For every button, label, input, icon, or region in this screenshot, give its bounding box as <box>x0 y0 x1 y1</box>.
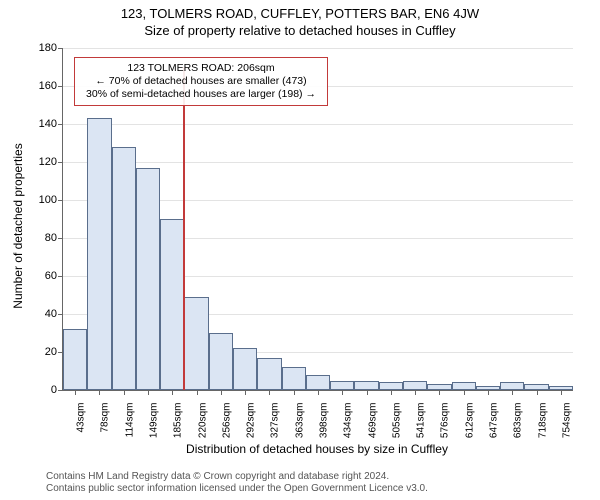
x-tick-label: 612sqm <box>462 403 475 439</box>
y-tick-label: 140 <box>39 118 63 130</box>
histogram-bar <box>379 382 403 390</box>
x-tick-label: 327sqm <box>268 403 281 439</box>
reference-line <box>183 67 185 390</box>
y-tick-label: 180 <box>39 42 63 54</box>
x-axis-label: Distribution of detached houses by size … <box>186 442 448 456</box>
x-tick-label: 185sqm <box>171 403 184 439</box>
histogram-bar <box>330 381 354 391</box>
grid-line <box>63 48 573 49</box>
histogram-bar <box>87 118 111 390</box>
histogram-bar <box>403 381 427 391</box>
x-tick-label: 469sqm <box>365 403 378 439</box>
x-tick-label: 718sqm <box>535 403 548 439</box>
x-tick-label: 149sqm <box>147 403 160 439</box>
y-tick-label: 20 <box>45 346 63 358</box>
annotation-line-3: 30% of semi-detached houses are larger (… <box>81 88 321 101</box>
footer-line-1: Contains HM Land Registry data © Crown c… <box>46 471 389 482</box>
y-axis-label: Number of detached properties <box>11 143 25 308</box>
histogram-bar <box>160 219 184 390</box>
chart-title-sub: Size of property relative to detached ho… <box>0 21 600 38</box>
x-tick-label: 647sqm <box>487 403 500 439</box>
y-tick-label: 120 <box>39 156 63 168</box>
x-tick-label: 398sqm <box>317 403 330 439</box>
x-tick-label: 576sqm <box>438 403 451 439</box>
histogram-bar <box>354 381 378 391</box>
histogram-bar <box>63 329 87 390</box>
histogram-bar <box>112 147 136 390</box>
x-tick-label: 541sqm <box>414 403 427 439</box>
histogram-bar <box>184 297 208 390</box>
footer-line-2: Contains public sector information licen… <box>46 483 428 494</box>
x-tick-label: 434sqm <box>341 403 354 439</box>
y-tick-label: 100 <box>39 194 63 206</box>
property-size-chart: 123, TOLMERS ROAD, CUFFLEY, POTTERS BAR,… <box>0 0 600 500</box>
x-tick-label: 505sqm <box>389 403 402 439</box>
grid-line <box>63 124 573 125</box>
grid-line <box>63 162 573 163</box>
chart-title-main: 123, TOLMERS ROAD, CUFFLEY, POTTERS BAR,… <box>0 0 600 21</box>
histogram-bar <box>306 375 330 390</box>
y-tick-label: 0 <box>51 384 63 396</box>
y-tick-label: 40 <box>45 308 63 320</box>
histogram-bar <box>233 348 257 390</box>
histogram-bar <box>282 367 306 390</box>
x-tick-label: 114sqm <box>122 403 135 438</box>
annotation-line-2: ← 70% of detached houses are smaller (47… <box>81 75 321 88</box>
histogram-bar <box>209 333 233 390</box>
x-tick-label: 43sqm <box>74 403 87 433</box>
y-tick-label: 60 <box>45 270 63 282</box>
annotation-box: 123 TOLMERS ROAD: 206sqm ← 70% of detach… <box>74 57 328 106</box>
x-tick-label: 754sqm <box>559 403 572 439</box>
y-tick-label: 80 <box>45 232 63 244</box>
x-tick-label: 683sqm <box>511 403 524 439</box>
y-tick-label: 160 <box>39 80 63 92</box>
histogram-bar <box>452 382 476 390</box>
x-tick-label: 363sqm <box>292 403 305 439</box>
x-tick-label: 220sqm <box>195 403 208 439</box>
x-tick-label: 292sqm <box>244 403 257 439</box>
histogram-bar <box>136 168 160 390</box>
histogram-bar <box>500 382 524 390</box>
x-tick-label: 78sqm <box>98 403 111 433</box>
x-tick-label: 256sqm <box>219 403 232 439</box>
annotation-line-1: 123 TOLMERS ROAD: 206sqm <box>81 62 321 75</box>
histogram-bar <box>257 358 281 390</box>
